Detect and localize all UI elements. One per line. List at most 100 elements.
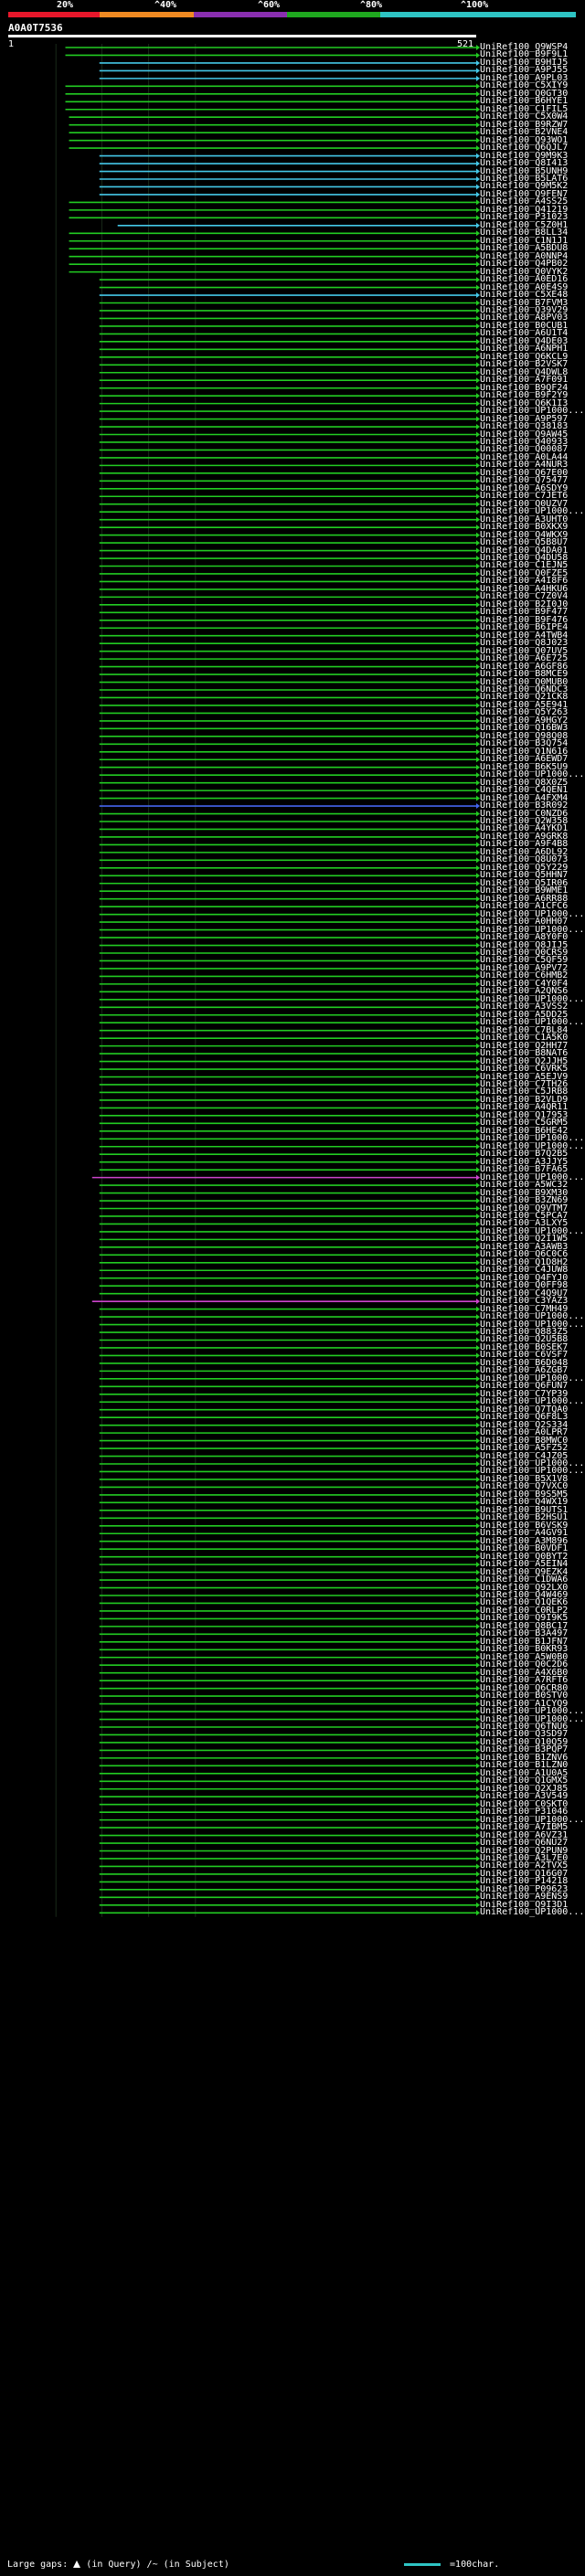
hit-id-link[interactable]: UniRef100_A6DL92	[480, 846, 569, 857]
hit-id-link[interactable]: UniRef100_Q5Y263	[480, 707, 569, 718]
hit-id-link[interactable]: UniRef100_Q6F8L3	[480, 1412, 569, 1423]
hit-id-link[interactable]: UniRef100_C6HMB2	[480, 970, 569, 981]
hit-id-link[interactable]: UniRef100_Q1QEK6	[480, 1597, 569, 1608]
hit-id-link[interactable]: UniRef100_A9F4B8	[480, 839, 569, 850]
hit-id-link[interactable]: UniRef100_A9ENS9	[480, 1892, 569, 1903]
hit-id-link[interactable]: UniRef100_Q2XJ85	[480, 1783, 569, 1794]
hit-id-link[interactable]: UniRef100_Q4WKX9	[480, 529, 569, 540]
hit-id-link[interactable]: UniRef100_B1LZN0	[480, 1760, 569, 1771]
hit-id-link[interactable]: UniRef100_Q2JJH5	[480, 1055, 569, 1066]
hit-id-link[interactable]: UniRef100_B8NAT6	[480, 1048, 569, 1059]
hit-id-link[interactable]: UniRef100_B0SEK7	[480, 1341, 569, 1352]
hit-id-link[interactable]: UniRef100_C3YAZ3	[480, 1296, 569, 1307]
hit-id-link[interactable]: UniRef100_Q6K1I3	[480, 398, 569, 408]
hit-id-link[interactable]: UniRef100_C0NZD6	[480, 808, 569, 819]
hit-id-link[interactable]: UniRef100_B7Q2B5	[480, 1149, 569, 1160]
hit-id-link[interactable]: UniRef100_C5QF59	[480, 955, 569, 966]
hit-id-link[interactable]: UniRef100_Q2S334	[480, 1419, 569, 1430]
hit-id-link[interactable]: UniRef100_Q3SD97	[480, 1729, 569, 1740]
hit-id-link[interactable]: UniRef100_C7JET6	[480, 491, 569, 502]
hit-id-link[interactable]: UniRef100_Q39V29	[480, 304, 569, 315]
hit-id-link[interactable]: UniRef100_Q1D8H2	[480, 1256, 569, 1267]
hit-id-link[interactable]: UniRef100_A5WC32	[480, 1180, 569, 1191]
hit-id-link[interactable]: UniRef100_B0STV0	[480, 1691, 569, 1701]
hit-id-link[interactable]: UniRef100_Q7VXC0	[480, 1481, 569, 1492]
hit-id-link[interactable]: UniRef100_Q0GT30	[480, 88, 569, 99]
hit-id-link[interactable]: UniRef100_A6VZ31	[480, 1829, 569, 1840]
hit-id-link[interactable]: UniRef100_Q67E00	[480, 467, 569, 478]
hit-id-link[interactable]: UniRef100_A3UHT0	[480, 514, 569, 525]
hit-id-link[interactable]: UniRef100_UP1000...	[480, 1458, 585, 1468]
hit-id-link[interactable]: UniRef100_B8LL34	[480, 228, 569, 239]
hit-id-link[interactable]: UniRef100_Q93WO1	[480, 134, 569, 145]
hit-id-link[interactable]: UniRef100_B1ZNV6	[480, 1752, 569, 1763]
hit-id-link[interactable]: UniRef100_Q75477	[480, 475, 569, 486]
hit-id-link[interactable]: UniRef100_UP1000...	[480, 1907, 585, 1918]
hit-id-link[interactable]: UniRef100_Q38183	[480, 421, 569, 432]
hit-id-link[interactable]: UniRef100_Q4WX19	[480, 1497, 569, 1508]
hit-id-link[interactable]: UniRef100_A6E725	[480, 653, 569, 664]
hit-id-link[interactable]: UniRef100_B2VSK7	[480, 359, 569, 370]
hit-id-link[interactable]: UniRef100_B0CUB1	[480, 320, 569, 331]
hit-id-link[interactable]: UniRef100_Q2U5B8	[480, 1334, 569, 1345]
hit-id-link[interactable]: UniRef100_A4I8F6	[480, 576, 569, 587]
hit-id-link[interactable]: UniRef100_A9PL03	[480, 72, 569, 83]
hit-id-link[interactable]: UniRef100_UP1000...	[480, 769, 585, 780]
hit-id-link[interactable]: UniRef100_UP1000...	[480, 1814, 585, 1825]
hit-id-link[interactable]: UniRef100_Q6QJL7	[480, 143, 569, 154]
hit-id-link[interactable]: UniRef100_UP1000...	[480, 1225, 585, 1236]
hit-id-link[interactable]: UniRef100_Q9EZK4	[480, 1566, 569, 1577]
hit-id-link[interactable]: UniRef100_A1U0A5	[480, 1767, 569, 1778]
hit-id-link[interactable]: UniRef100_C4Y0F4	[480, 978, 569, 989]
hit-id-link[interactable]: UniRef100_Q6CR80	[480, 1682, 569, 1693]
hit-id-link[interactable]: UniRef100_A4YKD1	[480, 823, 569, 834]
hit-id-link[interactable]: UniRef100_C0SKT0	[480, 1798, 569, 1809]
hit-id-link[interactable]: UniRef100_C7Z0V4	[480, 591, 569, 602]
hit-id-link[interactable]: UniRef100_A5E941	[480, 699, 569, 710]
hit-id-link[interactable]: UniRef100_Q5IR06	[480, 877, 569, 888]
hit-id-link[interactable]: UniRef100_UP1000...	[480, 1133, 585, 1144]
hit-id-link[interactable]: UniRef100_UP1000...	[480, 1713, 585, 1724]
hit-id-link[interactable]: UniRef100_A8Y0F0	[480, 932, 569, 943]
hit-id-link[interactable]: UniRef100_B6HYE1	[480, 96, 569, 107]
hit-id-link[interactable]: UniRef100_A0E4S9	[480, 281, 569, 292]
hit-id-link[interactable]: UniRef100_A7F091	[480, 375, 569, 386]
hit-id-link[interactable]: UniRef100_Q5HHN7	[480, 870, 569, 881]
hit-id-link[interactable]: UniRef100_Q0FF98	[480, 1280, 569, 1291]
hit-id-link[interactable]: UniRef100_A1CYQ9	[480, 1698, 569, 1709]
hit-id-link[interactable]: UniRef100_Q9I9K5	[480, 1613, 569, 1624]
hit-id-link[interactable]: UniRef100_A6EWD7	[480, 754, 569, 765]
hit-id-link[interactable]: UniRef100_Q2I1W5	[480, 1234, 569, 1245]
hit-id-link[interactable]: UniRef100_A0LPR7	[480, 1427, 569, 1438]
hit-id-link[interactable]: UniRef100_B9F477	[480, 607, 569, 618]
hit-id-link[interactable]: UniRef100_Q883Z5	[480, 1327, 569, 1338]
hit-id-link[interactable]: UniRef100_A7IBM5	[480, 1822, 569, 1833]
hit-id-link[interactable]: UniRef100_UP1000...	[480, 1373, 585, 1383]
hit-id-link[interactable]: UniRef100_Q5Y229	[480, 862, 569, 873]
hit-id-link[interactable]: UniRef100_C4QEN1	[480, 785, 569, 796]
hit-id-link[interactable]: UniRef100_C5XIY9	[480, 80, 569, 91]
hit-id-link[interactable]: UniRef100_B8MWC0	[480, 1435, 569, 1446]
hit-id-link[interactable]: UniRef100_A4X6B0	[480, 1667, 569, 1678]
hit-id-link[interactable]: UniRef100_C5XE48	[480, 290, 569, 301]
hit-id-link[interactable]: UniRef100_Q6NU27	[480, 1838, 569, 1849]
hit-id-link[interactable]: UniRef100_Q8J023	[480, 638, 569, 649]
hit-id-link[interactable]: UniRef100_B2I0J0	[480, 599, 569, 610]
hit-id-link[interactable]: UniRef100_C5PCA7	[480, 1210, 569, 1221]
hit-id-link[interactable]: UniRef100_A4SS25	[480, 196, 569, 207]
hit-id-link[interactable]: UniRef100_B2VLD9	[480, 1094, 569, 1105]
hit-id-link[interactable]: UniRef100_B0VDF1	[480, 1543, 569, 1554]
hit-id-link[interactable]: UniRef100_C7MH49	[480, 1303, 569, 1314]
hit-id-link[interactable]: UniRef100_C1FIL5	[480, 103, 569, 114]
hit-id-link[interactable]: UniRef100_A6RR88	[480, 893, 569, 904]
hit-id-link[interactable]: UniRef100_Q1N616	[480, 746, 569, 757]
hit-id-link[interactable]: UniRef100_P09623	[480, 1883, 569, 1894]
hit-id-link[interactable]: UniRef100_Q40933	[480, 436, 569, 447]
hit-id-link[interactable]: UniRef100_A3AWB3	[480, 1241, 569, 1252]
hit-id-link[interactable]: UniRef100_Q0CRS9	[480, 947, 569, 958]
hit-id-link[interactable]: UniRef100_Q5B8U7	[480, 537, 569, 548]
hit-id-link[interactable]: UniRef100_Q21CK8	[480, 692, 569, 703]
hit-id-link[interactable]: UniRef100_B1JFN7	[480, 1636, 569, 1647]
hit-id-link[interactable]: UniRef100_A5FZ52	[480, 1443, 569, 1454]
hit-id-link[interactable]: UniRef100_UP1000...	[480, 1466, 585, 1477]
